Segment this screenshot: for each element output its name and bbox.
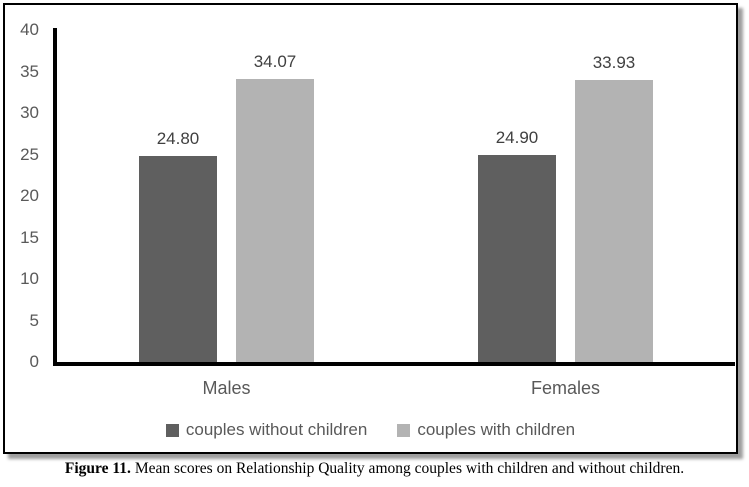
value-label: 33.93 [592,53,636,73]
y-tick-label: 40 [20,20,39,39]
value-label: 24.90 [495,128,539,148]
y-axis-line [53,28,57,366]
bar [139,156,217,362]
figure-caption: Figure 11. Mean scores on Relationship Q… [0,460,749,484]
legend-label: couples without children [185,420,368,439]
y-tick-label: 10 [20,269,39,288]
value-label: 24.80 [156,129,200,149]
caption-figure-number: Figure 11. [64,460,131,477]
x-axis-line [53,362,735,366]
y-tick-label: 25 [20,144,39,164]
y-tick-label: 30 [20,103,39,122]
legend-item: couples with children [397,420,575,440]
y-tick-label: 20 [20,186,39,205]
y-tick-label: 0 [29,352,39,371]
value-label: 34.07 [253,52,297,72]
y-tick-label: 5 [29,310,39,330]
y-tick-label: 15 [20,227,39,247]
legend-item: couples without children [165,420,368,440]
category-label: Females [530,378,601,398]
bar [575,80,653,362]
legend-swatch-icon [397,423,411,437]
legend-label: couples with children [417,420,576,439]
chart-legend: couples without children couples with chi… [5,417,736,443]
plot-area: 0 5 10 15 20 25 30 35 40 24.80 34.07 Males 24.90 33.9… [5,5,736,452]
legend-swatch-icon [165,423,179,437]
bar [478,155,556,362]
chart-frame: 0 5 10 15 20 25 30 35 40 24.80 34.07 Males 24.90 33.9… [3,3,738,454]
category-label: Males [202,378,251,398]
y-tick-label: 35 [20,61,39,81]
caption-text: Mean scores on Relationship Quality amon… [130,460,685,477]
bar [236,79,314,362]
